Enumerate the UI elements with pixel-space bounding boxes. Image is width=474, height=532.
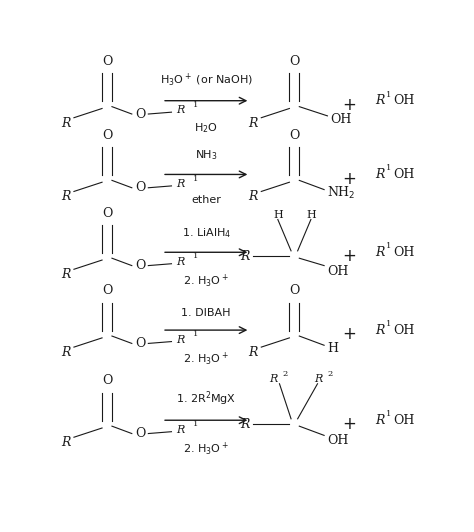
Text: O: O [135,337,145,350]
Text: R: R [240,250,250,263]
Text: 1. 2R$^2$MgX: 1. 2R$^2$MgX [176,389,237,408]
Text: O: O [102,375,112,387]
Text: R: R [375,168,384,181]
Text: ether: ether [191,195,221,205]
Text: R: R [375,246,384,259]
Text: O: O [289,284,300,297]
Text: O: O [102,206,112,220]
Text: OH: OH [331,113,352,126]
Text: R: R [248,117,258,130]
Text: OH: OH [393,246,414,259]
Text: R: R [61,268,71,281]
Text: H$_3$O$^+$ (or NaOH): H$_3$O$^+$ (or NaOH) [160,71,253,88]
Text: R: R [176,257,185,267]
Text: 1: 1 [386,90,392,98]
Text: H: H [306,210,316,220]
Text: R: R [61,117,71,130]
Text: OH: OH [393,94,414,107]
Text: O: O [102,284,112,297]
Text: R: R [375,414,384,427]
Text: 1: 1 [193,420,198,428]
Text: 1: 1 [386,164,392,172]
Text: R: R [248,346,258,359]
Text: NH$_2$: NH$_2$ [328,185,356,201]
Text: +: + [343,247,356,265]
Text: +: + [343,325,356,343]
Text: O: O [102,129,112,142]
Text: 1. LiAlH$_4$: 1. LiAlH$_4$ [182,226,231,240]
Text: 1: 1 [193,330,198,338]
Text: OH: OH [393,414,414,427]
Text: R: R [176,335,185,345]
Text: R: R [375,94,384,107]
Text: +: + [343,96,356,114]
Text: R: R [248,190,258,203]
Text: R: R [375,323,384,337]
Text: OH: OH [393,323,414,337]
Text: O: O [289,55,300,68]
Text: 2. H$_3$O$^+$: 2. H$_3$O$^+$ [183,273,229,290]
Text: 1: 1 [386,320,392,328]
Text: R: R [176,179,185,189]
Text: NH$_3$: NH$_3$ [195,148,218,162]
Text: O: O [135,181,145,194]
Text: R: R [61,346,71,359]
Text: OH: OH [328,264,349,278]
Text: R: R [176,425,185,435]
Text: H: H [328,343,338,355]
Text: R: R [314,374,323,384]
Text: 1: 1 [386,242,392,250]
Text: H: H [273,210,283,220]
Text: R: R [61,190,71,203]
Text: R: R [61,436,71,449]
Text: OH: OH [328,435,349,447]
Text: O: O [102,55,112,68]
Text: R: R [176,105,185,115]
Text: R: R [240,418,250,431]
Text: 1: 1 [193,174,198,182]
Text: +: + [343,170,356,188]
Text: 1: 1 [193,252,198,260]
Text: 2. H$_3$O$^+$: 2. H$_3$O$^+$ [183,440,229,458]
Text: +: + [343,415,356,434]
Text: OH: OH [393,168,414,181]
Text: 2: 2 [283,370,288,378]
Text: 1. DIBAH: 1. DIBAH [182,308,231,318]
Text: 1: 1 [193,101,198,109]
Text: R: R [269,374,278,384]
Text: 2: 2 [328,370,333,378]
Text: O: O [135,107,145,121]
Text: O: O [135,427,145,440]
Text: 1: 1 [386,410,392,418]
Text: O: O [289,129,300,142]
Text: 2. H$_3$O$^+$: 2. H$_3$O$^+$ [183,351,229,368]
Text: O: O [135,259,145,272]
Text: H$_2$O: H$_2$O [194,121,218,135]
